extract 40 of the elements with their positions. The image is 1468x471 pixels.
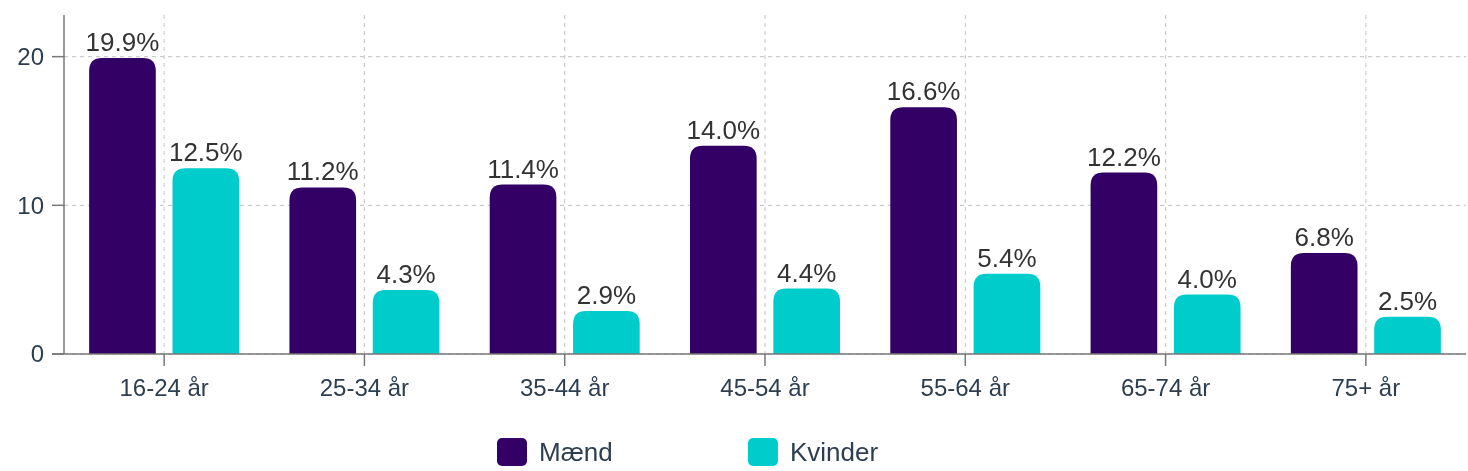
data-label: 4.0% <box>1177 263 1237 294</box>
bar <box>289 187 357 354</box>
y-tick-label: 10 <box>17 191 44 219</box>
bar <box>372 290 440 354</box>
data-label: 2.9% <box>576 279 637 310</box>
y-tick-label: 20 <box>17 43 44 71</box>
x-tick-label: 65-74 år <box>1120 374 1211 401</box>
bar <box>690 145 757 354</box>
legend-label: Mænd <box>539 437 613 468</box>
x-tick-label: 75+ år <box>1331 374 1401 401</box>
data-label: 4.4% <box>777 257 837 288</box>
bar <box>773 288 840 354</box>
bar <box>973 273 1041 354</box>
legend-label: Kvinder <box>790 437 879 468</box>
data-label: 4.3% <box>376 259 436 290</box>
data-label: 2.5% <box>1377 285 1438 316</box>
x-tick-label: 45-54 år <box>720 374 810 401</box>
x-tick-label: 35-44 år <box>520 374 610 401</box>
data-label: 6.8% <box>1294 221 1354 252</box>
x-tick-label: 55-64 år <box>920 374 1010 401</box>
data-label: 12.2% <box>1087 141 1161 172</box>
bar <box>89 58 156 354</box>
data-label: 11.4% <box>487 153 559 184</box>
data-label: 5.4% <box>977 242 1037 273</box>
data-label: 11.2% <box>286 156 359 187</box>
x-tick-label: 25-34 år <box>319 374 410 401</box>
bar <box>1173 294 1241 354</box>
y-tick-label: 0 <box>30 340 44 368</box>
bar <box>573 310 640 354</box>
bar <box>1090 172 1158 354</box>
data-label: 14.0% <box>686 114 761 145</box>
bar <box>1374 316 1441 354</box>
bar <box>1290 252 1358 354</box>
data-label: 19.9% <box>85 27 160 58</box>
bar <box>489 184 557 354</box>
bar <box>890 107 957 354</box>
x-tick-label: 16-24 år <box>119 374 209 401</box>
data-label: 16.6% <box>886 76 961 107</box>
data-label: 12.5% <box>168 137 243 168</box>
bar <box>172 168 240 354</box>
